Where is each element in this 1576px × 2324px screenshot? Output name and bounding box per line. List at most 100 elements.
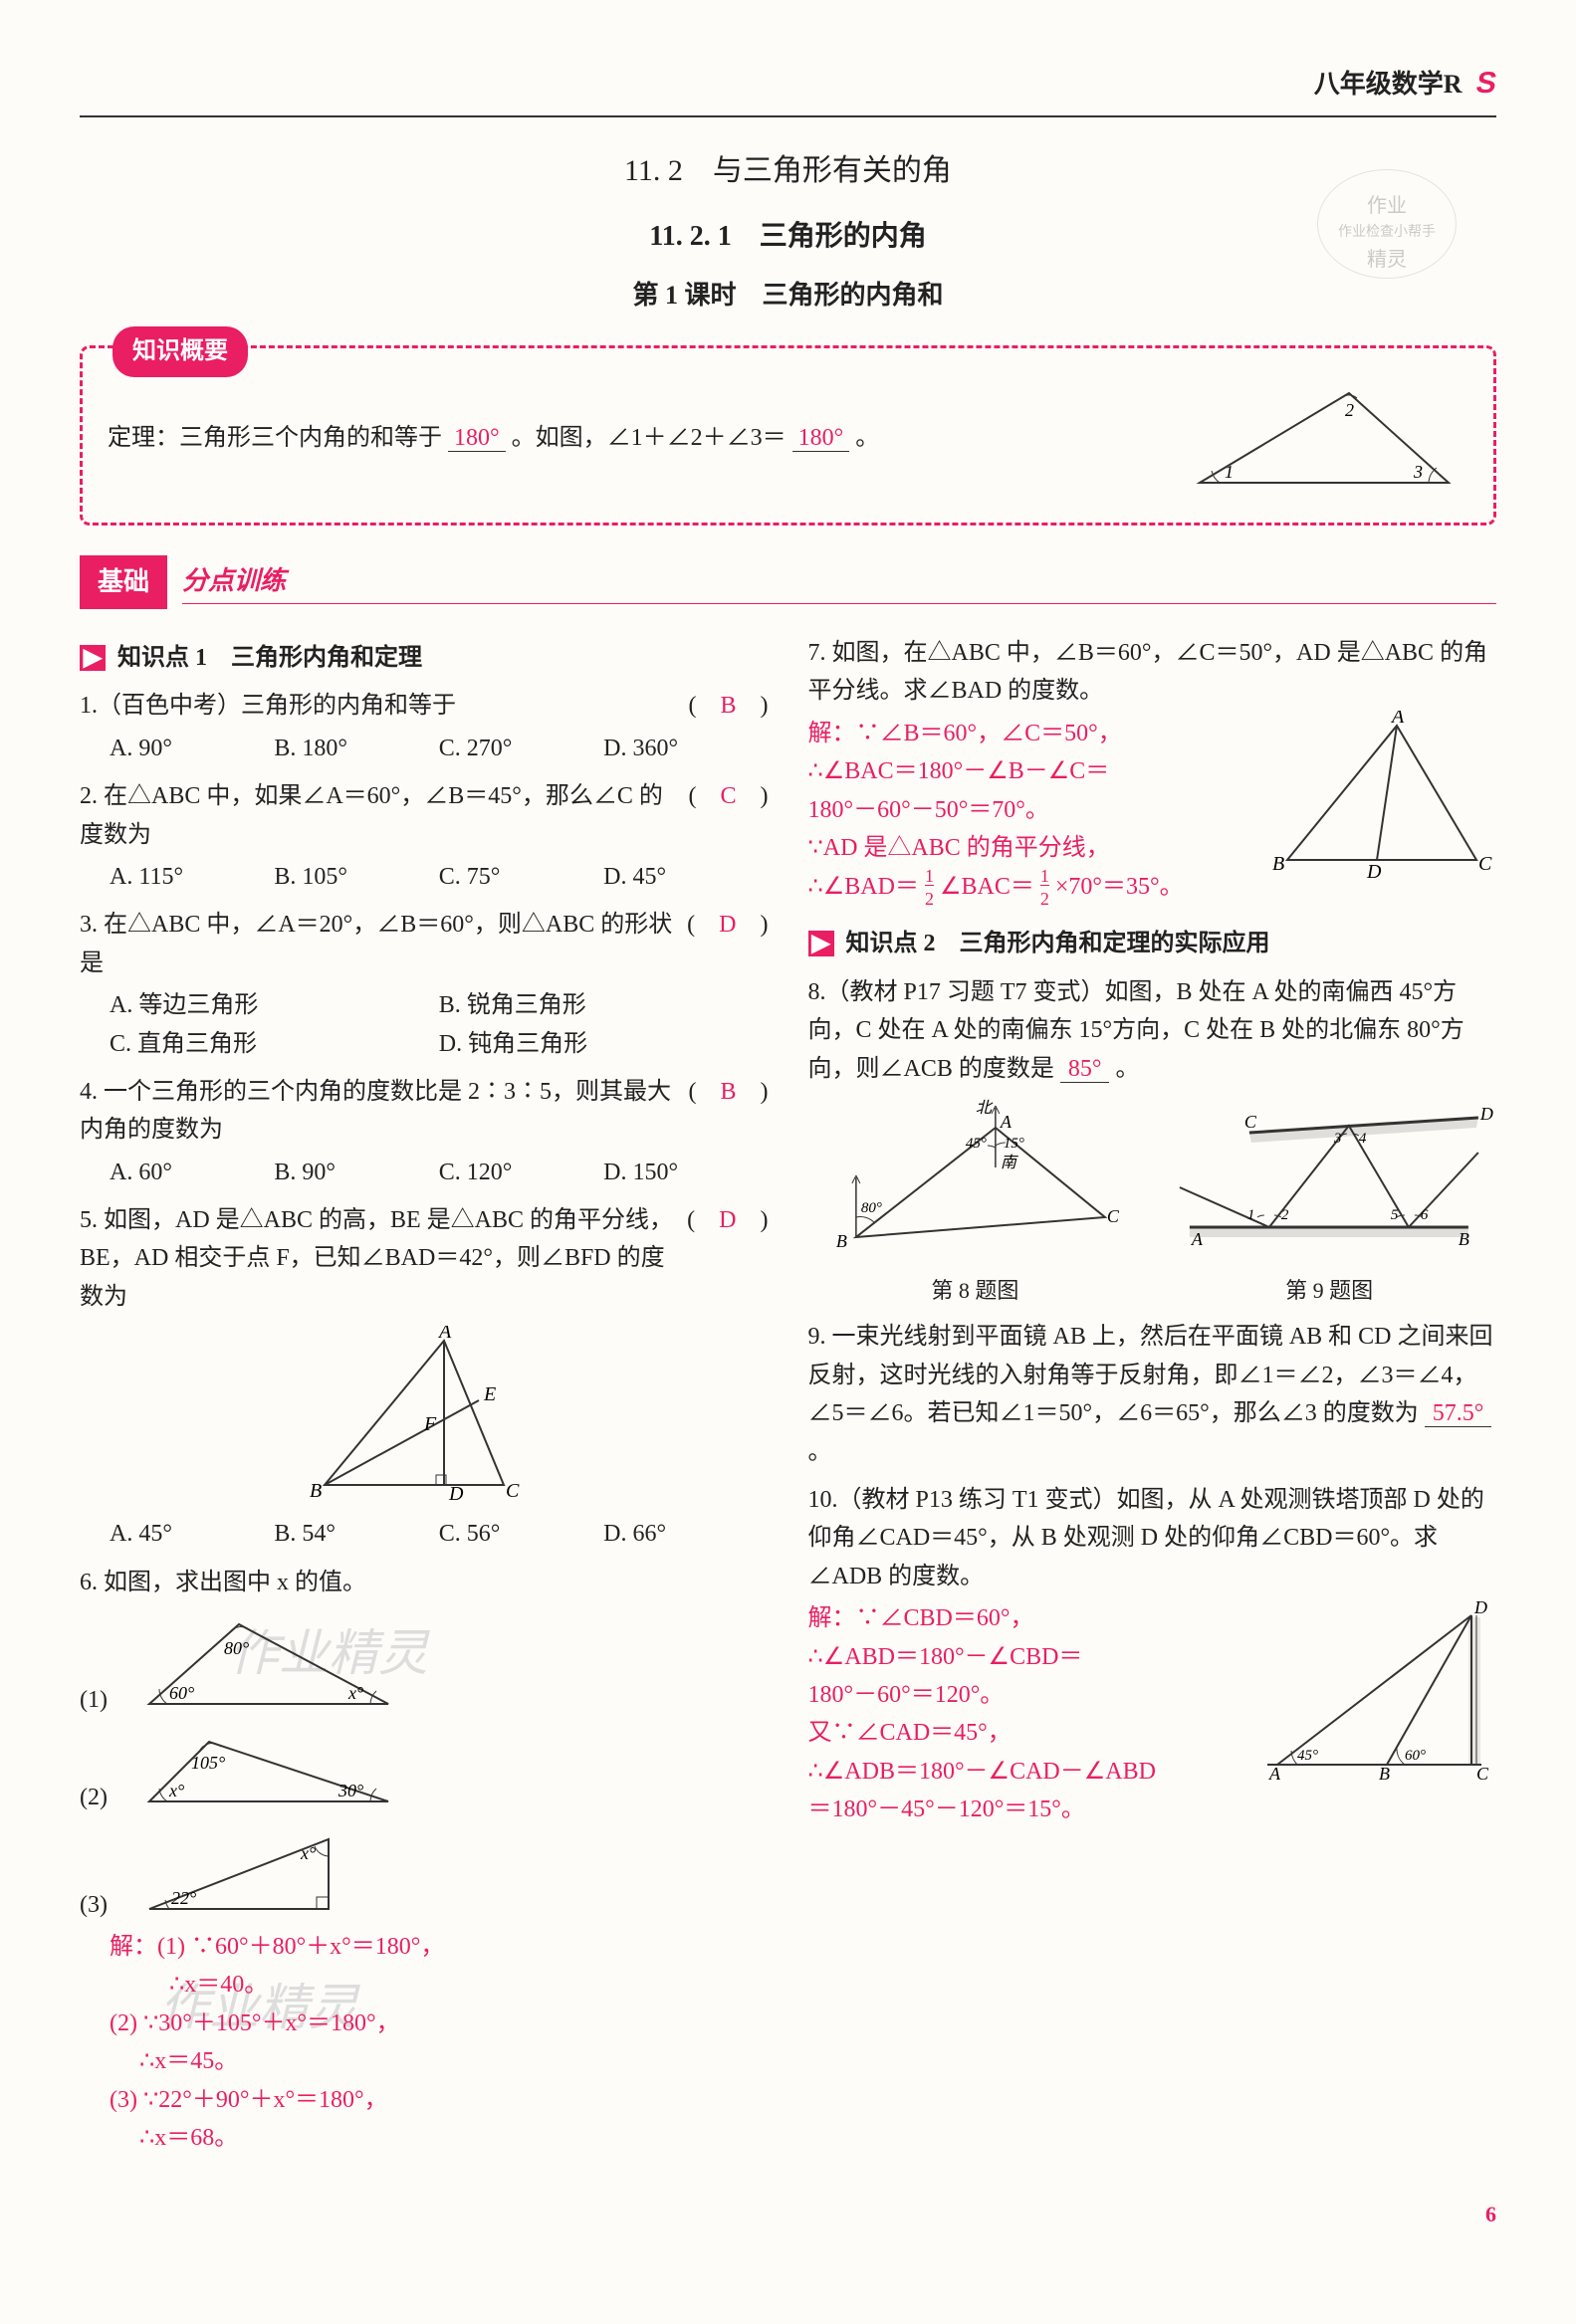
svg-text:60°: 60° [169,1683,194,1703]
svg-text:B: B [835,1231,846,1251]
q6-diagram-2: 105° x° 30° [129,1727,408,1816]
knowledge-badge: 知识概要 [113,326,248,376]
q4-answer: ( B ) [688,1073,768,1111]
svg-text:x°: x° [300,1843,316,1863]
q10-diagram: A B C D 45° 60° [1257,1595,1496,1785]
kp-marker-icon: ▶ [80,645,106,671]
q8-diagram: A B C 北 南 45° 15° 80° [808,1098,1143,1257]
fill-blank-2: 180° [792,425,850,452]
svg-text:x°: x° [347,1683,363,1703]
q5-options: A. 45° B. 54° C. 56° D. 66° [80,1515,769,1553]
question-4: 4. 一个三角形的三个内角的度数比是 2∶3∶5，则其最大内角的度数为 ( B … [80,1073,769,1191]
svg-text:x°: x° [168,1781,184,1800]
knowledge-summary-box: 知识概要 定理：三角形三个内角的和等于 180° 。如图，∠1＋∠2＋∠3＝ 1… [80,345,1496,526]
svg-text:105°: 105° [191,1753,225,1773]
question-5: 5. 如图，AD 是△ABC 的高，BE 是△ABC 的角平分线，BE，AD 相… [80,1201,769,1554]
q6-diagram-1: 60° 80° x° [129,1609,408,1719]
svg-text:A: A [1390,711,1405,728]
q7-diagram: A B C D [1267,711,1496,880]
svg-text:2: 2 [1281,1207,1289,1223]
watermark-stamp: 作业 作业检查小帮手 精灵 [1317,169,1457,279]
svg-text:45°: 45° [1297,1748,1318,1764]
svg-text:南: 南 [1000,1154,1018,1171]
question-10: 10.（教材 P13 练习 T1 变式）如图，从 A 处观测铁塔顶部 D 处的仰… [808,1481,1497,1829]
q2-options: A. 115° B. 105° C. 75° D. 45° [80,858,769,896]
q9-answer: 57.5° [1425,1400,1492,1427]
left-column: ▶ 知识点 1 三角形内角和定理 1.（百色中考）三角形的内角和等于 ( B )… [80,624,769,2167]
svg-text:B: B [1459,1229,1469,1249]
svg-text:80°: 80° [860,1200,881,1216]
q9-caption: 第 9 题图 [1162,1273,1496,1308]
question-9: 9. 一束光线射到平面镜 AB 上，然后在平面镜 AB 和 CD 之间来回反射，… [808,1318,1497,1471]
q10-solution: 解：∵∠CBD＝60°， ∴∠ABD＝180°－∠CBD＝ 180°－60°＝1… [808,1599,1243,1828]
svg-text:22°: 22° [171,1888,196,1908]
q5-diagram: A B C D E F [295,1326,554,1505]
svg-text:B: B [310,1480,322,1502]
svg-text:C: C [506,1480,520,1502]
q8-answer: 85° [1060,1056,1110,1083]
q3-answer: ( D ) [687,906,768,944]
q1-answer: ( B ) [688,687,768,725]
knowledge-point-1-header: ▶ 知识点 1 三角形内角和定理 [80,639,769,677]
theorem-triangle-diagram: 1 2 3 [1170,378,1468,498]
basic-training-header: 基础 分点训练 [80,555,1496,609]
svg-text:4: 4 [1359,1131,1367,1147]
svg-text:1: 1 [1225,462,1234,482]
q8-caption: 第 8 题图 [808,1273,1143,1308]
right-column: 7. 如图，在△ABC 中，∠B＝60°，∠C＝50°，AD 是△ABC 的角平… [808,624,1497,2167]
question-2: 2. 在△ABC 中，如果∠A＝60°，∠B＝45°，那么∠C 的度数为 ( C… [80,777,769,896]
question-8: 8.（教材 P17 习题 T7 变式）如图，B 处在 A 处的南偏西 45°方向… [808,973,1497,1088]
question-7: 7. 如图，在△ABC 中，∠B＝60°，∠C＝50°，AD 是△ABC 的角平… [808,634,1497,910]
section-tag: 基础 [80,555,167,609]
svg-text:45°: 45° [965,1136,986,1152]
q3-options: A. 等边三角形 B. 锐角三角形 C. 直角三角形 D. 钝角三角形 [80,986,769,1063]
section-title-main: 11. 2 与三角形有关的角 [80,147,1496,195]
svg-text:A: A [999,1112,1012,1132]
svg-text:2: 2 [1345,400,1354,420]
svg-text:C: C [1476,1764,1489,1784]
svg-text:C: C [1478,853,1492,875]
svg-text:E: E [483,1383,496,1405]
svg-text:30°: 30° [338,1781,363,1800]
svg-text:C: C [1106,1206,1119,1226]
svg-text:6: 6 [1421,1207,1429,1223]
grade-subject-label: 八年级数学R [1314,70,1463,99]
q1-options: A. 90° B. 180° C. 270° D. 360° [80,730,769,767]
svg-text:60°: 60° [1405,1748,1426,1764]
q9-diagram: A B C D 1 2 3 4 5 6 [1162,1098,1496,1257]
question-3: 3. 在△ABC 中，∠A＝20°，∠B＝60°，则△ABC 的形状是 ( D … [80,906,769,1063]
svg-text:C: C [1244,1112,1257,1132]
svg-text:A: A [1191,1229,1204,1249]
page-number: 6 [80,2197,1496,2231]
svg-text:3: 3 [1413,462,1423,482]
lesson-title: 第 1 课时 三角形的内角和 [80,275,1496,317]
q6-solution: 作业精灵 解：(1) ∵60°＋80°＋x°＝180°， ∴x＝40。 (2) … [80,1928,769,2157]
svg-text:D: D [448,1483,464,1505]
svg-text:B: B [1379,1764,1390,1784]
q2-answer: ( C ) [688,777,768,815]
svg-text:5: 5 [1391,1207,1399,1223]
page-header: 八年级数学R S [80,60,1496,117]
svg-text:D: D [1366,861,1382,880]
q4-options: A. 60° B. 90° C. 120° D. 150° [80,1154,769,1191]
q7-solution: 解：∵∠B＝60°，∠C＝50°， ∴∠BAC＝180°－∠B－∠C＝ 180°… [808,715,1253,911]
question-6: 作业精灵 6. 如图，求出图中 x 的值。 (1) 60° 80° x° (2) [80,1564,769,2158]
svg-text:A: A [1268,1764,1281,1784]
knowledge-point-2-header: ▶ 知识点 2 三角形内角和定理的实际应用 [808,925,1497,962]
svg-text:D: D [1479,1104,1493,1124]
q6-diagram-3: 22° x° [129,1824,368,1924]
kp-marker-icon: ▶ [808,931,834,956]
svg-text:B: B [1272,853,1284,875]
svg-text:15°: 15° [1003,1136,1023,1152]
svg-text:F: F [423,1413,437,1435]
theorem-text: 定理：三角形三个内角的和等于 180° 。如图，∠1＋∠2＋∠3＝ 180° 。 [108,419,1170,457]
svg-text:北: 北 [975,1099,993,1117]
svg-text:80°: 80° [224,1638,249,1658]
q5-answer: ( D ) [687,1201,768,1239]
fill-blank-1: 180° [448,425,506,452]
section-title-sub: 11. 2. 1 三角形的内角 [80,215,1496,260]
publisher-logo: S [1472,60,1500,107]
svg-text:1: 1 [1247,1207,1255,1223]
svg-text:D: D [1473,1597,1487,1617]
question-1: 1.（百色中考）三角形的内角和等于 ( B ) A. 90° B. 180° C… [80,687,769,767]
